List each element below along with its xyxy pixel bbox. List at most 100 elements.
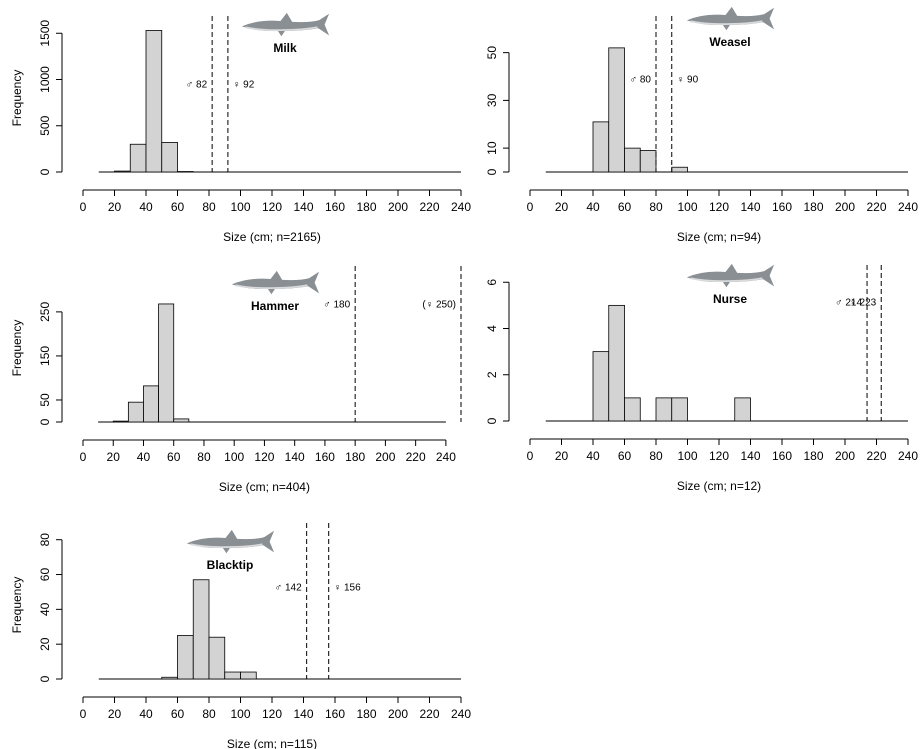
bar [115, 171, 131, 172]
x-tick-label: 240 [898, 449, 918, 463]
x-tick-label: 220 [419, 200, 439, 214]
x-tick-label: 80 [649, 200, 663, 214]
x-tick-label: 180 [803, 449, 823, 463]
bar [609, 305, 625, 421]
bar [130, 144, 146, 172]
x-tick-label: 140 [293, 707, 313, 721]
x-tick-label: 240 [451, 200, 471, 214]
y-tick-label: 150 [38, 346, 52, 366]
x-tick-label: 40 [137, 450, 151, 464]
x-tick-label: 60 [171, 707, 185, 721]
y-tick-label: 1000 [38, 66, 52, 93]
x-tick-label: 200 [388, 707, 408, 721]
threshold-label: ♂ 142 [275, 583, 302, 594]
shark-image [232, 271, 319, 294]
y-tick-label: 0 [38, 168, 52, 175]
x-tick-label: 80 [202, 200, 216, 214]
x-tick-label: 120 [262, 200, 282, 214]
bar [178, 635, 194, 679]
threshold-label: ♀ 223 [849, 298, 876, 309]
y-tick-label: 1500 [38, 20, 52, 47]
x-axis-label: Size (cm; n=115) [227, 737, 317, 749]
x-tick-label: 60 [171, 200, 185, 214]
x-tick-label: 40 [139, 707, 153, 721]
x-tick-label: 100 [677, 449, 697, 463]
y-tick-label: 50 [485, 46, 499, 60]
y-tick-label: 40 [38, 602, 52, 616]
x-axis-label: Size (cm; n=404) [219, 480, 310, 494]
shark-image [242, 13, 329, 36]
x-tick-label: 140 [285, 450, 305, 464]
x-tick-label: 20 [107, 450, 121, 464]
y-tick-label: 60 [38, 568, 52, 582]
bar [159, 304, 174, 422]
x-tick-label: 160 [315, 450, 335, 464]
x-tick-label: 220 [406, 450, 426, 464]
x-tick-label: 240 [898, 200, 918, 214]
bar [113, 421, 128, 422]
bar [128, 402, 143, 422]
x-tick-label: 60 [167, 450, 181, 464]
x-tick-label: 240 [436, 450, 456, 464]
y-tick-label: 0 [485, 168, 499, 175]
y-tick-label: 6 [485, 279, 499, 286]
x-tick-label: 20 [108, 707, 122, 721]
x-tick-label: 100 [677, 200, 697, 214]
bar [162, 677, 178, 679]
x-tick-label: 100 [230, 200, 250, 214]
x-tick-label: 180 [803, 200, 823, 214]
x-tick-label: 20 [108, 200, 122, 214]
bar [209, 637, 225, 679]
bar [162, 142, 178, 172]
x-tick-label: 0 [80, 200, 87, 214]
x-tick-label: 80 [197, 450, 211, 464]
y-tick-label: 50 [38, 393, 52, 407]
x-tick-label: 0 [80, 450, 87, 464]
threshold-label: ♀ 156 [334, 583, 361, 594]
x-tick-label: 60 [618, 449, 632, 463]
x-tick-label: 200 [388, 200, 408, 214]
bar [241, 672, 257, 679]
y-tick-label: 10 [485, 141, 499, 155]
bar [672, 398, 688, 421]
x-tick-label: 120 [709, 449, 729, 463]
y-axis-label: Frequency [10, 70, 24, 127]
shark-image [187, 530, 274, 553]
x-tick-label: 0 [527, 200, 534, 214]
x-tick-label: 160 [772, 200, 792, 214]
species-name: Hammer [251, 299, 299, 313]
x-tick-label: 80 [649, 449, 663, 463]
threshold-label: ♂ 180 [323, 300, 350, 311]
species-name: Weasel [709, 35, 750, 49]
x-tick-label: 0 [527, 449, 534, 463]
bar [174, 419, 189, 422]
bar [609, 48, 625, 172]
y-axis-label: Frequency [10, 577, 24, 634]
threshold-label: ♂ 82 [186, 80, 208, 91]
bar [593, 122, 609, 172]
y-tick-label: 2 [485, 371, 499, 378]
bar [735, 398, 751, 421]
x-tick-label: 120 [709, 200, 729, 214]
x-tick-label: 240 [451, 707, 471, 721]
shark-image [687, 7, 774, 30]
x-tick-label: 160 [772, 449, 792, 463]
x-axis-label: Size (cm; n=12) [677, 479, 761, 493]
x-tick-label: 100 [230, 707, 250, 721]
y-axis-label: Frequency [10, 320, 24, 377]
y-tick-label: 30 [485, 93, 499, 107]
x-tick-label: 40 [586, 449, 600, 463]
bar [625, 148, 641, 172]
x-tick-label: 0 [80, 707, 87, 721]
threshold-label: (♀ 250) [422, 300, 456, 311]
y-tick-label: 80 [38, 533, 52, 547]
x-tick-label: 200 [375, 450, 395, 464]
bar [193, 580, 209, 679]
bar [143, 386, 158, 422]
bar [640, 151, 656, 172]
x-tick-label: 180 [356, 707, 376, 721]
